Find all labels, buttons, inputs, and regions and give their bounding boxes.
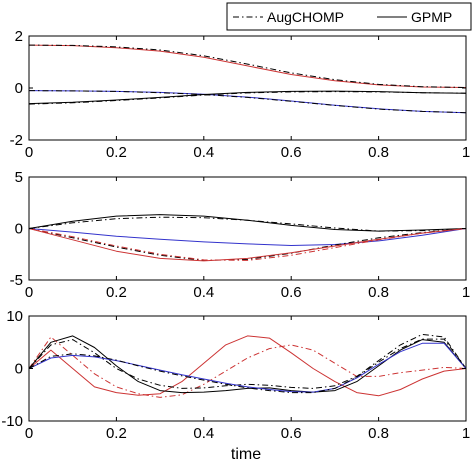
series-line-blue-gpmp-2 [29, 228, 466, 246]
x-tick-label: 0 [25, 425, 33, 442]
y-tick-label: 0 [15, 221, 23, 238]
series-line-red-gpmp-0 [29, 335, 466, 397]
y-tick-label: 10 [6, 308, 23, 325]
y-tick-label: -5 [10, 272, 23, 289]
y-tick-label: 5 [15, 169, 23, 186]
x-tick-label: 0.8 [368, 284, 389, 301]
x-tick-label: 0.8 [368, 144, 389, 161]
series-line-red-augchomp-1 [29, 336, 466, 398]
series-line-black-augchomp-5 [29, 338, 466, 394]
x-tick-label: 0 [25, 284, 33, 301]
legend-box [226, 2, 472, 31]
x-tick-label: 0.2 [106, 425, 127, 442]
series-group [29, 214, 466, 262]
subplot-1: 0 0.2 0.4 0.6 0.8 1-202 [10, 28, 471, 161]
series-line-black-augchomp-1 [29, 216, 466, 232]
x-axis-label: time [231, 446, 261, 463]
x-tick-label: 0.4 [193, 144, 214, 161]
x-tick-label: 1 [462, 425, 470, 442]
x-tick-label: 0.8 [368, 425, 389, 442]
x-tick-label: 0.6 [281, 144, 302, 161]
series-line-black-augchomp-3 [29, 90, 466, 114]
subplot-2: 0 0.2 0.4 0.6 0.8 1-505 [10, 169, 471, 301]
x-tick-label: 1 [462, 284, 470, 301]
x-tick-label: 0.6 [281, 284, 302, 301]
x-tick-label: 0.4 [193, 284, 214, 301]
y-tick-label: 2 [15, 28, 23, 45]
series-group [29, 333, 466, 398]
y-tick-label: 0 [15, 361, 23, 378]
series-line-red-augchomp-5 [29, 228, 466, 261]
x-tick-label: 0.2 [106, 284, 127, 301]
series-group [29, 44, 466, 114]
y-tick-label: 0 [15, 80, 23, 97]
series-line-black-augchomp-1 [29, 44, 466, 88]
series-line-black-augchomp-5 [29, 91, 466, 105]
legend-label-gpmp: GPMP [411, 9, 452, 25]
y-tick-label: -10 [1, 413, 23, 430]
legend: AugCHOMP GPMP [226, 2, 472, 31]
x-tick-label: 0.2 [106, 144, 127, 161]
x-tick-label: 0.6 [281, 425, 302, 442]
x-tick-label: 0 [25, 144, 33, 161]
x-tick-label: 0.4 [193, 425, 214, 442]
series-line-blue-gpmp-4 [29, 342, 466, 393]
series-line-black-augchomp-3 [29, 228, 466, 261]
x-tick-label: 1 [462, 144, 470, 161]
legend-label-augchomp: AugCHOMP [267, 9, 344, 25]
y-tick-label: -2 [10, 132, 23, 149]
